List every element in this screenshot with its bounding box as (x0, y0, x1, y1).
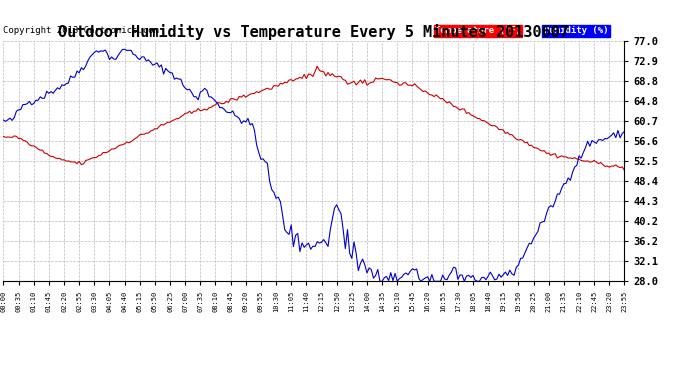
Text: Temperature (°F): Temperature (°F) (435, 26, 521, 35)
Text: Copyright 2013 Cartronics.com: Copyright 2013 Cartronics.com (3, 26, 159, 35)
Text: Humidity (%): Humidity (%) (544, 26, 608, 35)
Title: Outdoor Humidity vs Temperature Every 5 Minutes 20130607: Outdoor Humidity vs Temperature Every 5 … (59, 24, 569, 40)
